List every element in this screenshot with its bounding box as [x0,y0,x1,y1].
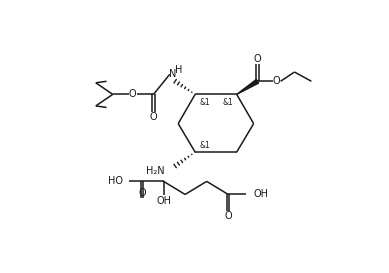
Text: O: O [150,112,158,123]
Text: O: O [138,188,146,198]
Text: &1: &1 [222,97,233,106]
Text: &1: &1 [200,97,210,106]
Text: O: O [224,211,232,221]
Text: N: N [169,69,177,79]
Text: O: O [254,54,261,64]
Text: H: H [175,66,183,76]
Text: O: O [273,76,280,86]
Text: OH: OH [254,189,269,200]
Text: &1: &1 [200,141,210,150]
Text: H₂N: H₂N [146,166,164,176]
Text: OH: OH [156,196,171,206]
Polygon shape [237,79,259,94]
Text: HO: HO [108,176,123,186]
Text: O: O [129,89,137,99]
